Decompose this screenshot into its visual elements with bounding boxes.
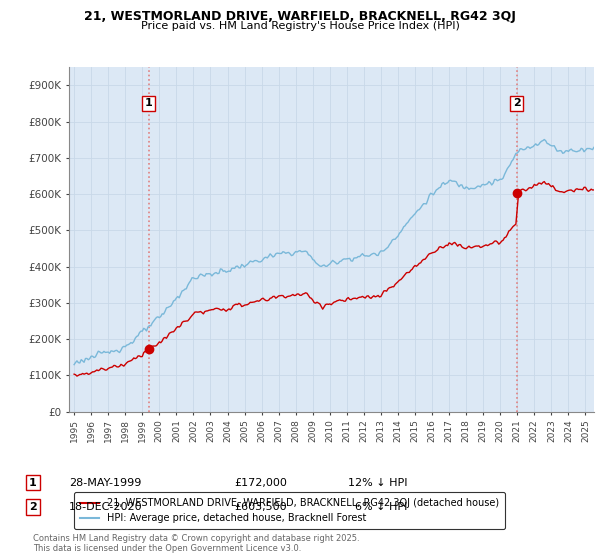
- Text: £172,000: £172,000: [234, 478, 287, 488]
- Text: 1: 1: [145, 99, 152, 109]
- Text: 12% ↓ HPI: 12% ↓ HPI: [348, 478, 407, 488]
- Text: 2: 2: [29, 502, 37, 512]
- Legend: 21, WESTMORLAND DRIVE, WARFIELD, BRACKNELL, RG42 3QJ (detached house), HPI: Aver: 21, WESTMORLAND DRIVE, WARFIELD, BRACKNE…: [74, 492, 505, 529]
- Text: Contains HM Land Registry data © Crown copyright and database right 2025.
This d: Contains HM Land Registry data © Crown c…: [33, 534, 359, 553]
- Text: 18-DEC-2020: 18-DEC-2020: [69, 502, 143, 512]
- Text: 28-MAY-1999: 28-MAY-1999: [69, 478, 142, 488]
- Text: £603,500: £603,500: [234, 502, 287, 512]
- Text: 2: 2: [513, 99, 520, 109]
- Text: 21, WESTMORLAND DRIVE, WARFIELD, BRACKNELL, RG42 3QJ: 21, WESTMORLAND DRIVE, WARFIELD, BRACKNE…: [84, 10, 516, 23]
- Text: 6% ↓ HPI: 6% ↓ HPI: [348, 502, 407, 512]
- Text: Price paid vs. HM Land Registry's House Price Index (HPI): Price paid vs. HM Land Registry's House …: [140, 21, 460, 31]
- Text: 1: 1: [29, 478, 37, 488]
